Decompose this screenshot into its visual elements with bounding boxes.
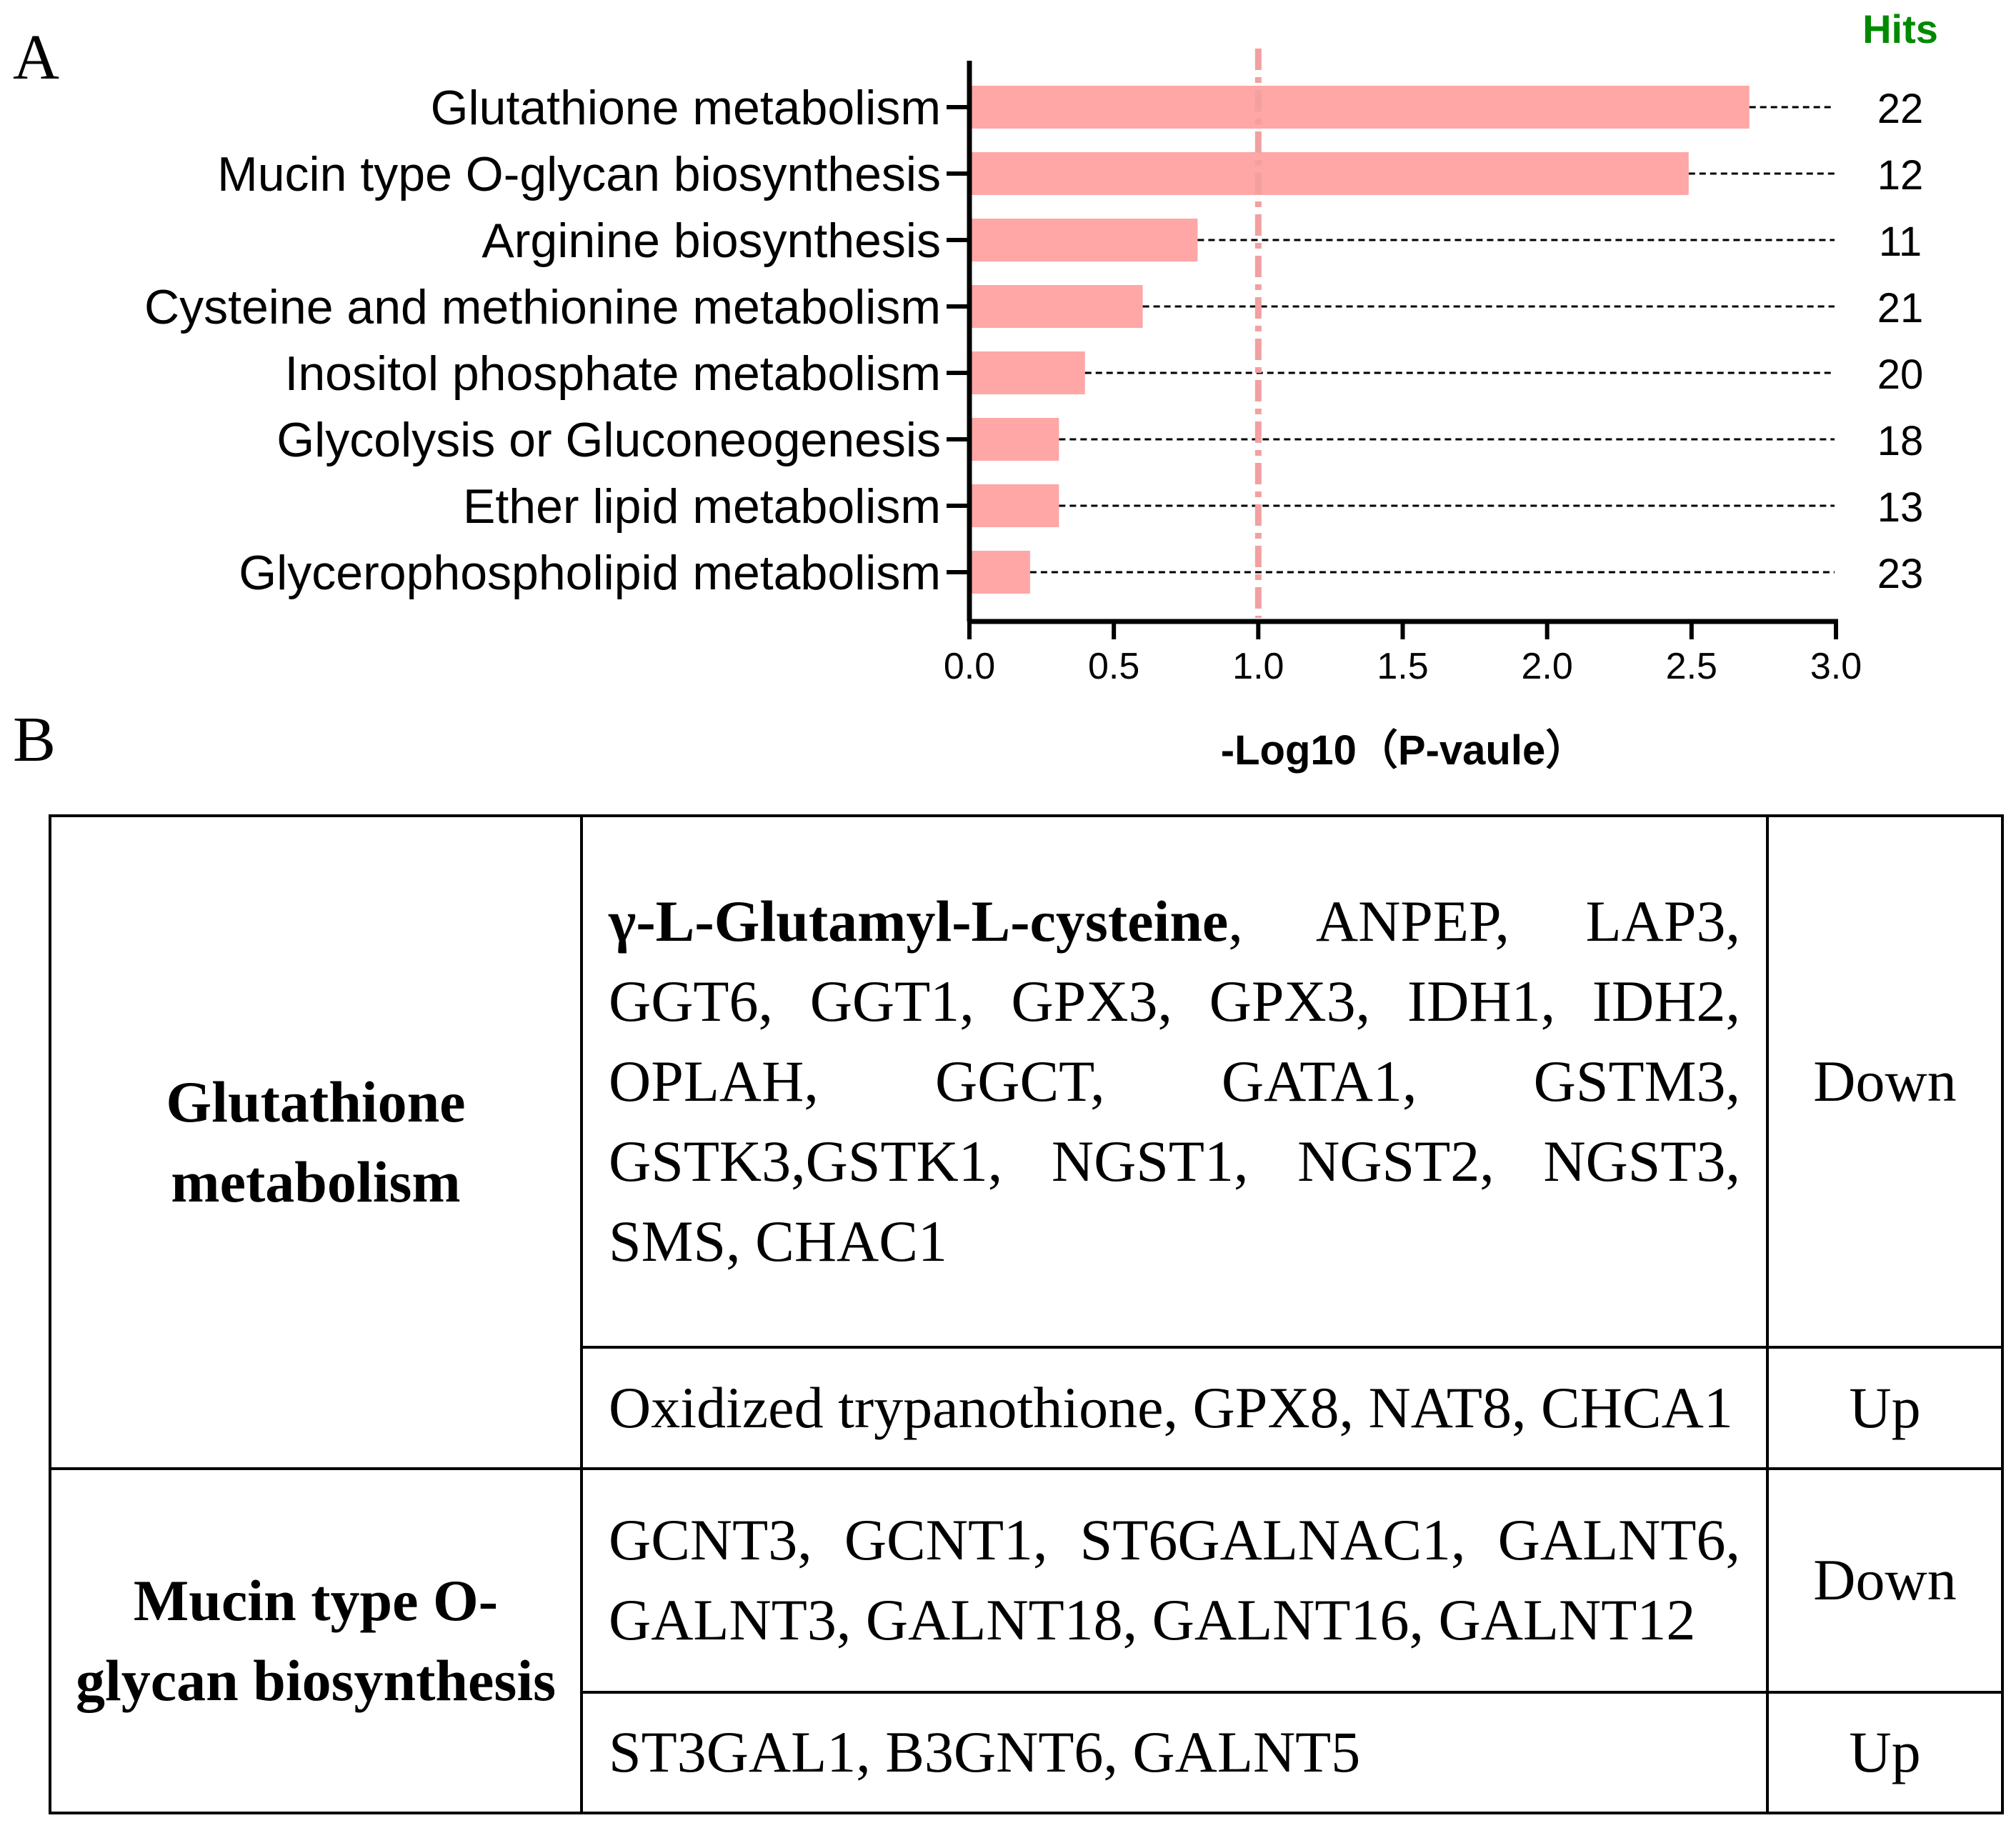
panel-a-letter: A [13,22,59,93]
pathway-cell: Glutathione metabolism [49,814,583,1470]
x-tick-label: 1.5 [1377,646,1428,687]
x-axis-title: -Log10（P-vaule） [1221,727,1587,774]
category-label: Glycolysis or Gluconeogenesis [276,413,941,467]
bar [969,285,1143,328]
hits-value: 12 [1877,152,1924,199]
hits-title: Hits [1862,6,1938,51]
x-tick-label: 3.0 [1810,646,1862,687]
gene-list: , ANPEP, LAP3, GGT6, GGT1, GPX3, GPX3, I… [609,889,1740,1274]
category-label: Mucin type O-glycan biosynthesis [217,147,941,201]
gene-list-cell: γ-L-Glutamyl-L-cysteine, ANPEP, LAP3, GG… [580,814,1769,1349]
hits-value: 18 [1877,418,1924,464]
hits-value: 21 [1877,285,1924,331]
x-tick-label: 2.5 [1666,646,1717,687]
hits-value: 13 [1877,484,1924,531]
x-tick-label: 1.0 [1232,646,1284,687]
x-tick-label: 0.5 [1088,646,1139,687]
table-row: Glutathione metabolism γ-L-Glutamyl-L-cy… [49,814,2004,1470]
table-row: ST3GAL1, B3GNT6, GALNT5 Up [50,1690,2004,1815]
hits-value: 23 [1877,551,1924,597]
x-tick-label: 2.0 [1522,646,1573,687]
hits-value: 20 [1877,351,1924,398]
direction-cell: Up [1766,1690,2004,1815]
hits-value: 22 [1877,86,1924,132]
bar [969,351,1085,394]
panel-b-letter: B [13,704,56,775]
bar [969,152,1689,195]
metabolite-name: γ-L-Glutamyl-L-cysteine [609,889,1229,954]
gene-list-cell: ST3GAL1, B3GNT6, GALNT5 [580,1690,1769,1815]
direction-cell: Down [1766,814,2004,1349]
pathway-cell: Mucin type O-glycan biosynthesis [49,1467,583,1815]
bar [969,484,1059,527]
bar-chart: A B Hits Glutathione metabolism 22 Mucin t… [13,6,1938,775]
category-label: Glycerophospholipid metabolism [239,546,941,600]
gene-list-cell: Oxidized trypanothione, GPX8, NAT8, CHCA… [580,1346,1769,1470]
category-label: Ether lipid metabolism [463,479,941,534]
gene-list-cell: GCNT3, GCNT1, ST6GALNAC1, GALNT6, GALNT3… [580,1467,1769,1694]
category-label: Cysteine and methionine metabolism [144,280,941,334]
table-row: Oxidized trypanothione, GPX8, NAT8, CHCA… [50,1346,2004,1470]
category-label: Glutathione metabolism [431,81,941,135]
bar [969,418,1059,461]
hits-value: 11 [1879,219,1922,265]
bar [969,219,1198,261]
bar [969,551,1030,594]
x-tick-label: 0.0 [944,646,995,687]
category-label: Arginine biosynthesis [481,214,941,268]
bar [969,86,1750,129]
direction-cell: Up [1766,1346,2004,1470]
category-label: Inositol phosphate metabolism [284,346,941,401]
direction-cell: Down [1766,1467,2004,1694]
table-row: Mucin type O-glycan biosynthesis GCNT3, … [49,1467,2004,1815]
gene-table: Glutathione metabolism γ-L-Glutamyl-L-cy… [49,814,2004,1815]
